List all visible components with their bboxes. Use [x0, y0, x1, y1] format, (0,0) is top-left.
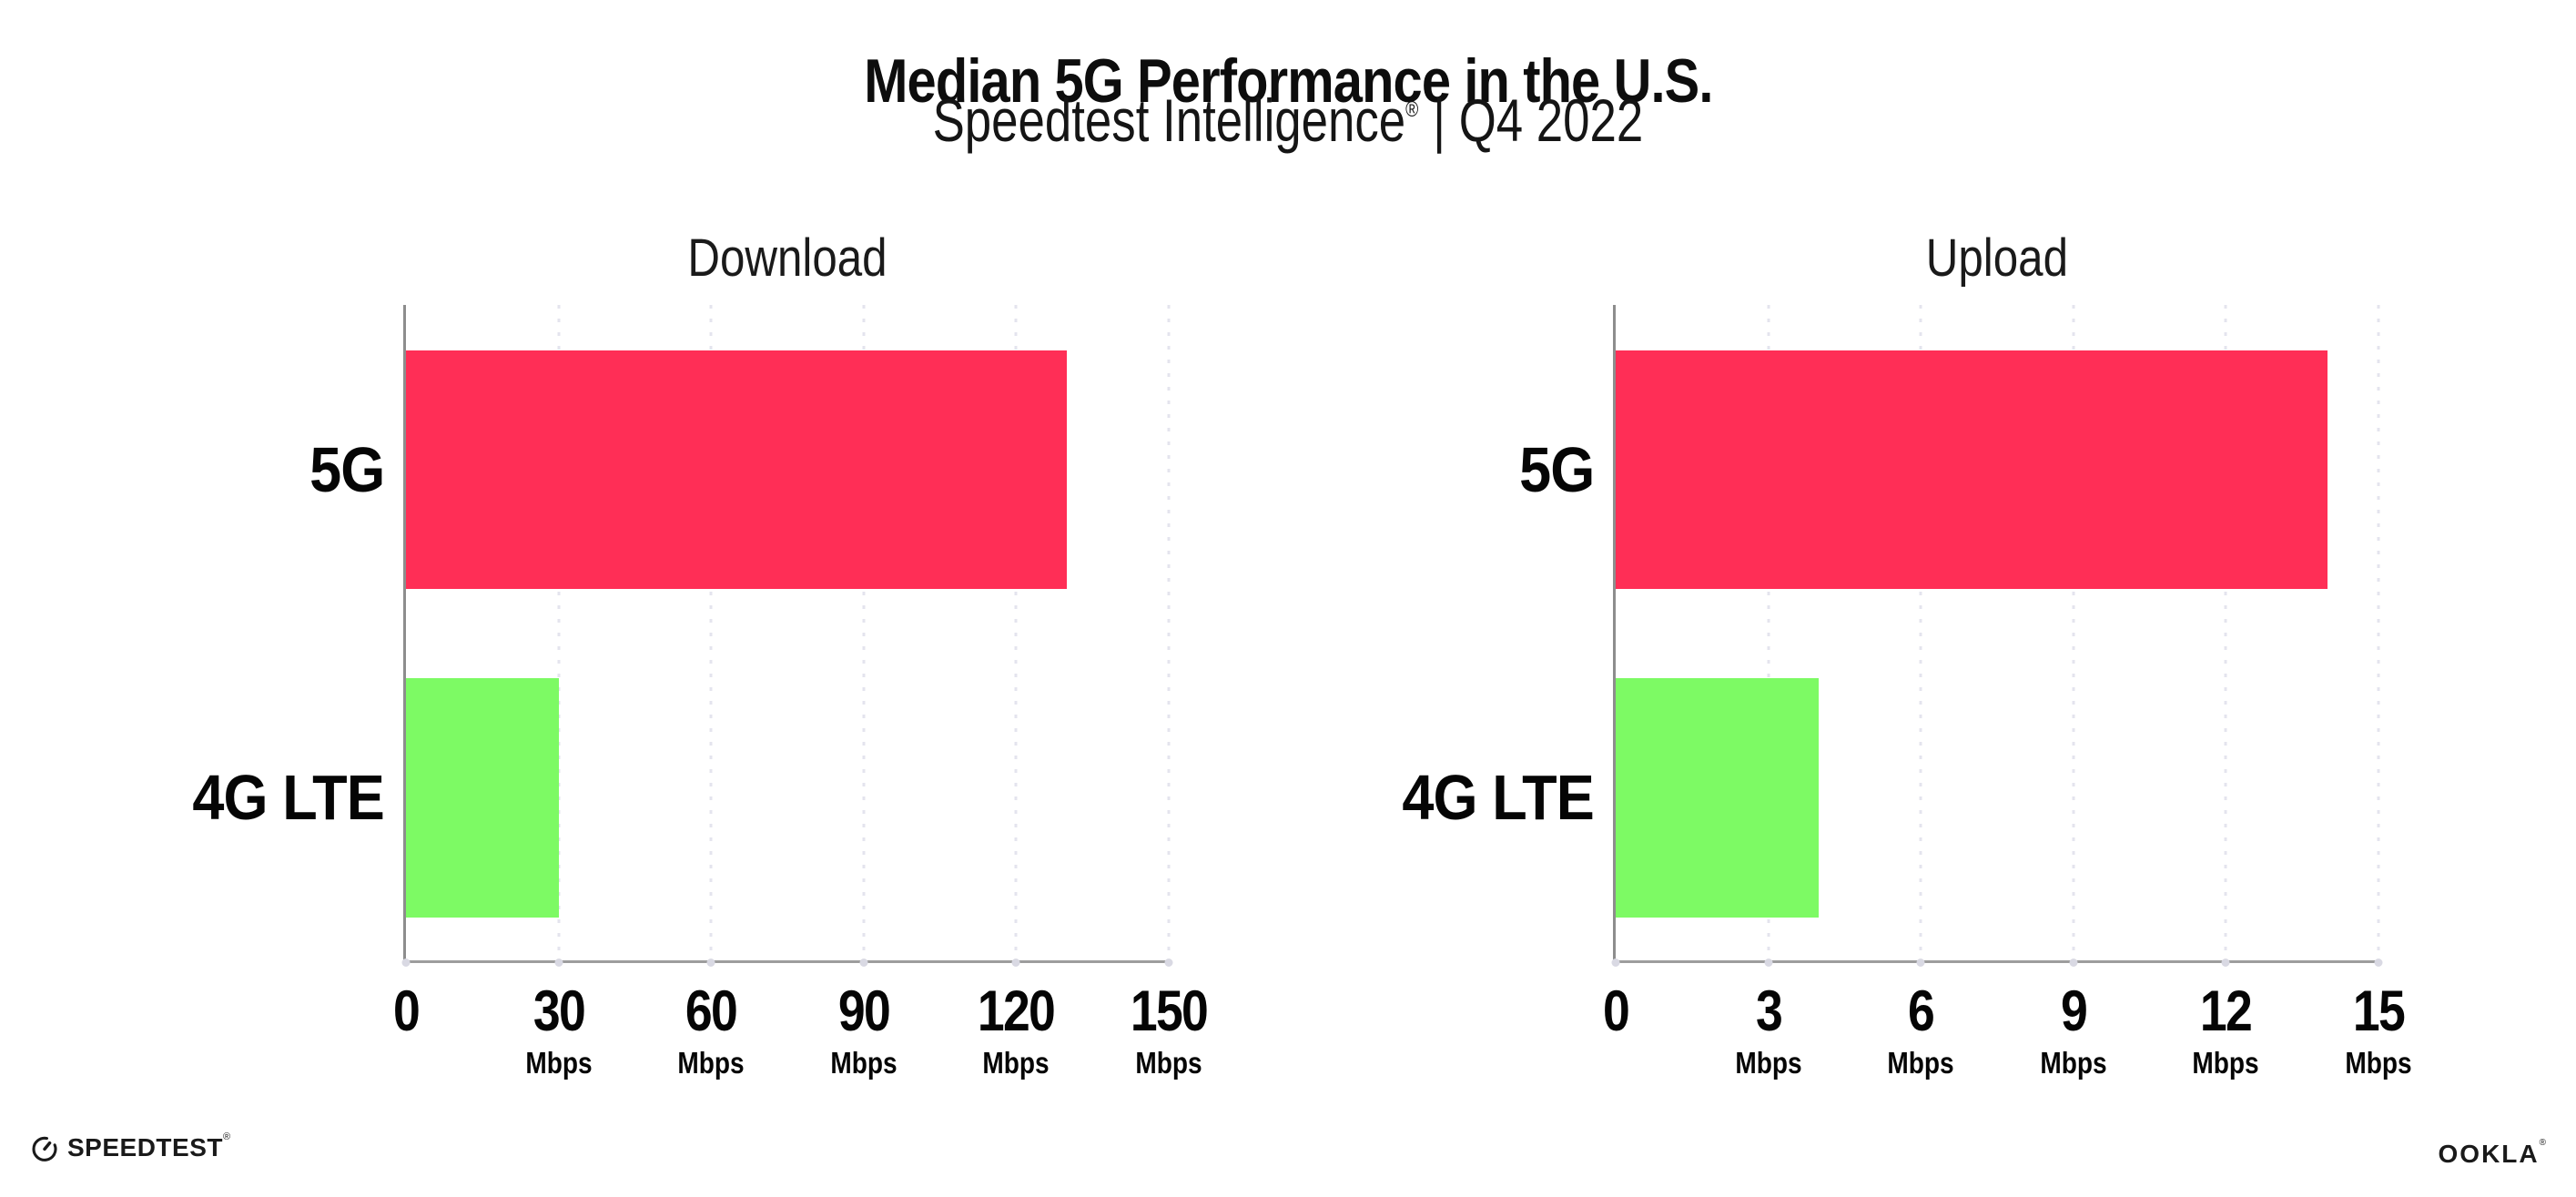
- page-subtitle: Speedtest Intelligence® | Q4 2022: [0, 86, 2576, 155]
- gridline-150: [1167, 305, 1171, 960]
- chart-title-text: Upload: [1925, 228, 2069, 288]
- chart-title-text: Download: [687, 228, 887, 288]
- gridline-30: [557, 305, 561, 960]
- bar-5g: [1616, 350, 2328, 589]
- x-tick-unit: Mbps: [982, 1046, 1050, 1080]
- x-tick-value: 120: [978, 979, 1056, 1043]
- bar-5g: [406, 350, 1068, 589]
- x-tick-value: 12: [2200, 979, 2253, 1043]
- x-tick-label-12: 12 Mbps: [2192, 979, 2260, 1080]
- axis-tick-dot-3: [1764, 959, 1773, 967]
- gridline-60: [709, 305, 713, 960]
- axis-tick-dot-15: [2374, 959, 2383, 967]
- speedtest-wordmark-text: SPEEDTEST: [67, 1133, 223, 1161]
- x-tick-unit: Mbps: [677, 1046, 745, 1080]
- x-tick-label-0: 0: [392, 979, 421, 1043]
- speedtest-registered-mark: ®: [222, 1131, 231, 1142]
- x-tick-value: 9: [2060, 979, 2088, 1043]
- axis-tick-dot-30: [554, 959, 563, 967]
- x-tick-value: 15: [2352, 979, 2406, 1043]
- gridline-3: [1767, 305, 1770, 960]
- x-tick-value: 60: [685, 979, 738, 1043]
- page-subtitle-text: Speedtest Intelligence® | Q4 2022: [933, 86, 1644, 155]
- axis-tick-dot-12: [2221, 959, 2230, 967]
- x-tick-label-6: 6 Mbps: [1887, 979, 1954, 1080]
- x-tick-label-60: 60 Mbps: [677, 979, 745, 1080]
- x-tick-value: 0: [392, 979, 421, 1043]
- speedtest-wordmark: SPEEDTEST®: [67, 1131, 231, 1162]
- x-tick-label-120: 120 Mbps: [978, 979, 1056, 1080]
- axis-tick-dot-0: [1611, 959, 1620, 967]
- upload-chart-plot-area: Upload 0 3 Mbps 6 Mbps 9 Mbps 12 Mbps 15 Mbps 5G 4G L…: [1403, 228, 2412, 1078]
- x-tick-unit: Mbps: [830, 1046, 898, 1080]
- axis-tick-dot-90: [859, 959, 868, 967]
- x-tick-label-3: 3 Mbps: [1734, 979, 1802, 1080]
- x-tick-unit: Mbps: [1135, 1046, 1202, 1080]
- chart-title: Upload: [1616, 228, 2378, 289]
- ookla-registered-mark: ®: [2539, 1137, 2546, 1148]
- speedtest-gauge-icon: [32, 1136, 57, 1161]
- bar-4g-lte: [406, 678, 559, 918]
- category-label-4g-lte: 4G LTE: [1402, 762, 1595, 833]
- x-tick-label-0: 0: [1602, 979, 1630, 1043]
- x-tick-value: 30: [532, 979, 586, 1043]
- x-tick-label-90: 90 Mbps: [830, 979, 898, 1080]
- x-tick-unit: Mbps: [1734, 1046, 1802, 1080]
- registered-mark: ®: [1405, 97, 1419, 122]
- gridline-9: [2072, 305, 2075, 960]
- x-tick-value: 90: [837, 979, 891, 1043]
- chart-title: Download: [406, 228, 1169, 289]
- axis-tick-dot-60: [706, 959, 715, 967]
- gridline-120: [1014, 305, 1018, 960]
- axis-tick-dot-150: [1164, 959, 1173, 967]
- page-title: Median 5G Performance in the U.S.: [0, 46, 2576, 117]
- axis-tick-dot-6: [1916, 959, 1925, 967]
- x-tick-label-30: 30 Mbps: [524, 979, 593, 1080]
- gridline-6: [1919, 305, 1922, 960]
- category-label-5g: 5G: [309, 434, 385, 505]
- x-tick-value: 3: [1755, 979, 1783, 1043]
- category-label-5g: 5G: [1518, 434, 1595, 505]
- x-tick-value: 0: [1602, 979, 1630, 1043]
- download-chart-plot-area: Download 0 30 Mbps 60 Mbps 90 Mbps 120 Mbps 150 Mbp…: [193, 228, 1209, 1078]
- x-tick-label-15: 15 Mbps: [2345, 979, 2412, 1080]
- ookla-wordmark-text: OOKLA: [2438, 1140, 2540, 1168]
- x-tick-unit: Mbps: [2192, 1046, 2260, 1080]
- gridline-90: [862, 305, 866, 960]
- x-tick-label-9: 9 Mbps: [2040, 979, 2107, 1080]
- x-tick-value: 150: [1130, 979, 1209, 1043]
- subtitle-brand: Speedtest Intelligence: [932, 86, 1406, 154]
- category-label-4g-lte: 4G LTE: [192, 762, 385, 833]
- gridline-12: [2224, 305, 2227, 960]
- x-tick-unit: Mbps: [524, 1046, 593, 1080]
- subtitle-period: | Q4 2022: [1433, 86, 1644, 154]
- x-tick-unit: Mbps: [2345, 1046, 2412, 1080]
- x-tick-unit: Mbps: [1887, 1046, 1954, 1080]
- axis-tick-dot-120: [1011, 959, 1020, 967]
- gridline-15: [2377, 305, 2380, 960]
- x-tick-label-150: 150 Mbps: [1130, 979, 1209, 1080]
- speedtest-logo: SPEEDTEST®: [30, 1131, 231, 1162]
- bar-4g-lte: [1616, 678, 1820, 918]
- axis-tick-dot-0: [401, 959, 411, 967]
- page-title-text: Median 5G Performance in the U.S.: [863, 46, 1713, 116]
- axis-tick-dot-9: [2069, 959, 2078, 967]
- ookla-logo: OOKLA®: [2438, 1137, 2546, 1169]
- x-tick-unit: Mbps: [2040, 1046, 2107, 1080]
- x-tick-value: 6: [1908, 979, 1935, 1043]
